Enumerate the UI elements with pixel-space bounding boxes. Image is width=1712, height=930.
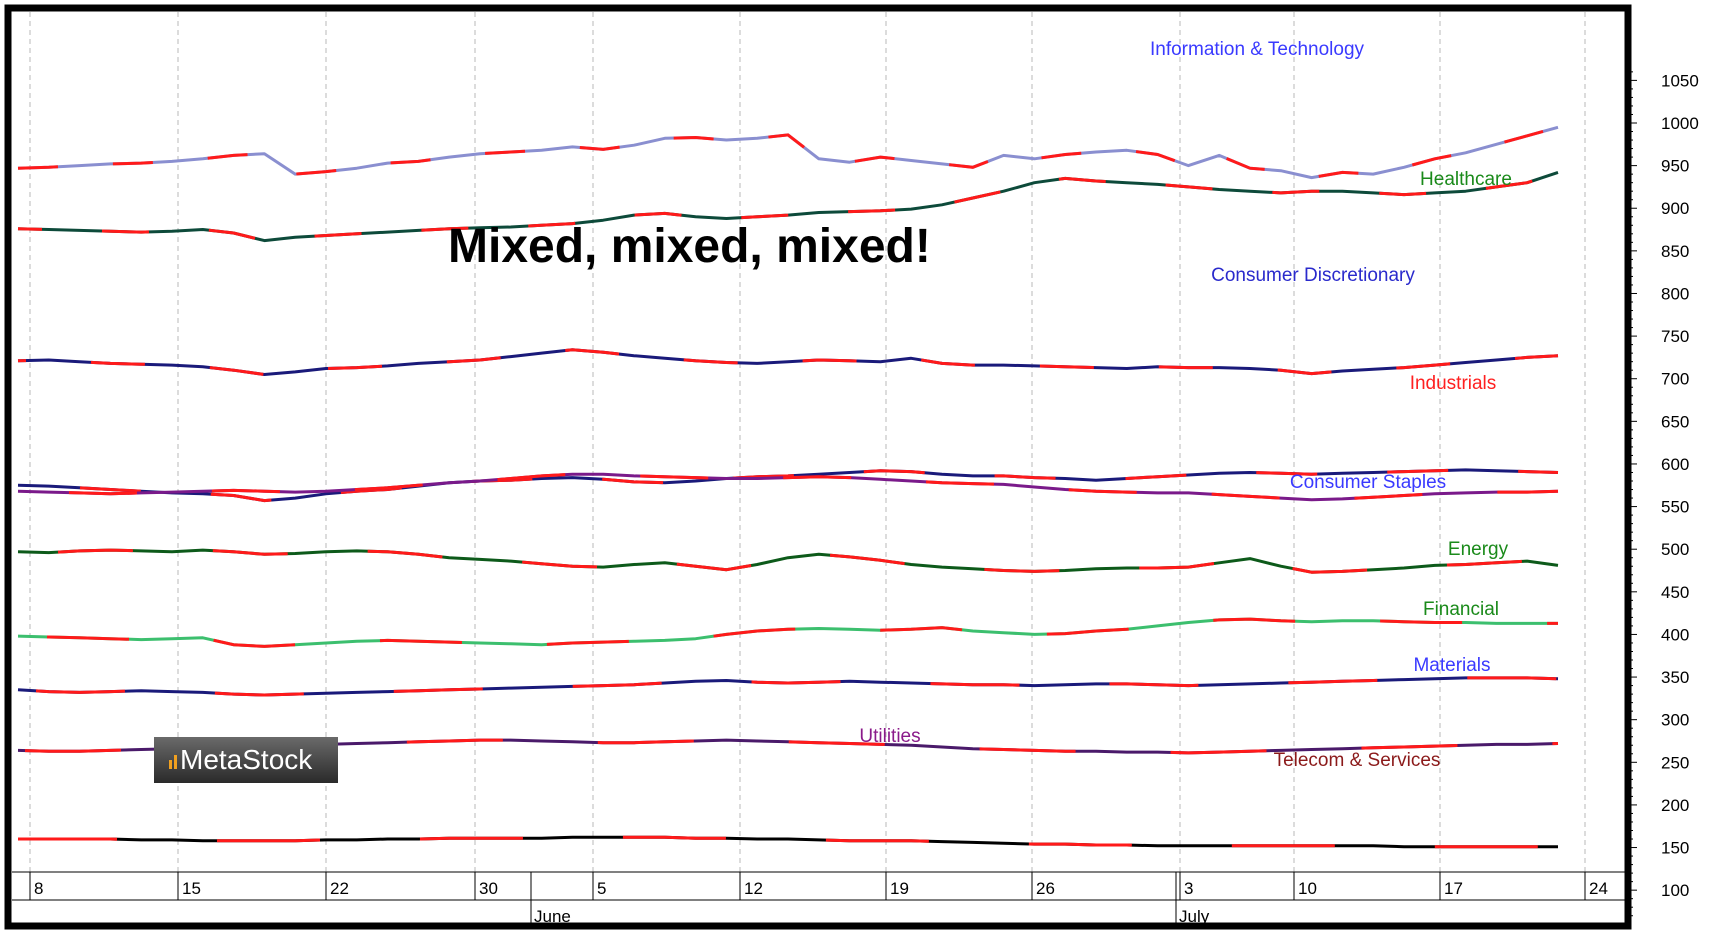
x-tick-label: 19 (890, 879, 909, 898)
series-label: Consumer Staples (1290, 472, 1446, 493)
series-line-down-segments (17, 472, 1559, 502)
series-line-down-segments (18, 835, 1558, 849)
y-tick-label: 150 (1661, 839, 1689, 858)
y-tick-label: 600 (1661, 455, 1689, 474)
x-tick-label: 26 (1036, 879, 1055, 898)
series-line-down-segments (17, 676, 1559, 697)
logo-bar-icon (169, 760, 172, 769)
logo-bar-icon (174, 755, 177, 769)
y-tick-label: 950 (1661, 157, 1689, 176)
series-label: Energy (1448, 539, 1509, 560)
x-tick-label: 22 (330, 879, 349, 898)
y-tick-label: 850 (1661, 242, 1689, 261)
series-line-down-segments (17, 548, 1559, 574)
y-tick-label: 250 (1661, 753, 1689, 772)
x-tick-label: 5 (597, 879, 606, 898)
y-tick-label: 800 (1661, 284, 1689, 303)
x-tick-label: 10 (1298, 879, 1317, 898)
y-tick-label: 200 (1661, 796, 1689, 815)
y-tick-label: 400 (1661, 625, 1689, 644)
series-line-down-segments (17, 125, 1559, 180)
x-tick-label: 8 (34, 879, 43, 898)
month-label: June (534, 907, 571, 926)
y-tick-label: 300 (1661, 711, 1689, 730)
y-tick-label: 700 (1661, 370, 1689, 389)
series-line-down-segments (17, 617, 1558, 648)
series-lines (17, 125, 1559, 849)
x-axis: 8 15 22 30 5 12 19 26 3 10 17 24 June July (12, 871, 1628, 926)
series-label: Financial (1423, 599, 1499, 620)
series-label: Materials (1413, 655, 1490, 676)
series-label: Information & Technology (1150, 39, 1365, 60)
y-tick-label: 900 (1661, 199, 1689, 218)
x-tick-label: 24 (1589, 879, 1608, 898)
series-label: Consumer Discretionary (1211, 265, 1415, 286)
series-line-down-segments (17, 348, 1559, 377)
y-tick-label: 100 (1661, 881, 1689, 900)
x-tick-label: 17 (1444, 879, 1463, 898)
month-label: July (1179, 907, 1210, 926)
logo-text: MetaStock (180, 744, 313, 775)
chart-title: Mixed, mixed, mixed! (448, 220, 931, 273)
x-tick-label: 12 (744, 879, 763, 898)
y-tick-label: 1000 (1661, 114, 1699, 133)
x-tick-label: 30 (479, 879, 498, 898)
y-tick-label: 650 (1661, 412, 1689, 431)
series-label: Healthcare (1420, 169, 1512, 190)
y-tick-label: 550 (1661, 498, 1689, 517)
y-tick-label: 500 (1661, 540, 1689, 559)
series-line-down-segments (17, 170, 1559, 243)
series-label: Telecom & Services (1274, 750, 1441, 771)
metastock-logo: MetaStock (154, 737, 338, 783)
series-label: Utilities (859, 726, 920, 747)
x-tick-label: 3 (1184, 879, 1193, 898)
y-axis: 100 150 200 250 300 350 400 450 500 550 600 650 700 7… (1627, 12, 1699, 917)
y-tick-label: 350 (1661, 668, 1689, 687)
y-tick-label: 1050 (1661, 71, 1699, 90)
logo-badge (154, 737, 338, 783)
series-labels: Information & Technology Healthcare Consum… (859, 39, 1512, 771)
series-label: Industrials (1410, 373, 1497, 394)
y-tick-label: 750 (1661, 327, 1689, 346)
y-tick-label: 450 (1661, 583, 1689, 602)
series-line-down-segments (17, 468, 1559, 503)
x-tick-label: 15 (182, 879, 201, 898)
